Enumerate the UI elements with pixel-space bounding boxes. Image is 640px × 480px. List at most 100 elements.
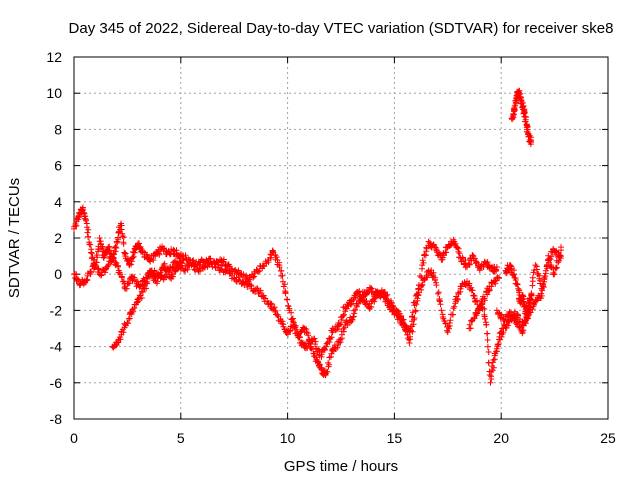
data-point bbox=[312, 338, 319, 345]
data-point bbox=[452, 240, 459, 247]
data-point bbox=[466, 321, 473, 328]
data-point bbox=[129, 254, 136, 261]
data-point bbox=[484, 337, 491, 343]
data-point bbox=[353, 303, 360, 310]
data-point bbox=[296, 333, 303, 340]
y-tick-label: 2 bbox=[54, 230, 62, 246]
data-point bbox=[179, 260, 186, 267]
data-point bbox=[286, 328, 293, 335]
data-point bbox=[115, 339, 122, 346]
data-point bbox=[529, 274, 536, 281]
data-point bbox=[235, 276, 242, 283]
data-point bbox=[118, 226, 125, 233]
data-point bbox=[119, 233, 126, 239]
data-point bbox=[484, 291, 491, 298]
data-point bbox=[88, 249, 95, 256]
data-point bbox=[73, 271, 80, 278]
data-point bbox=[447, 317, 454, 324]
data-point bbox=[456, 250, 463, 257]
y-tick-label: -4 bbox=[50, 339, 63, 355]
data-point bbox=[407, 333, 413, 340]
data-point bbox=[424, 274, 431, 281]
data-point bbox=[85, 233, 92, 240]
data-point bbox=[321, 347, 328, 353]
data-point bbox=[434, 290, 441, 297]
data-point bbox=[556, 257, 562, 264]
data-point bbox=[525, 300, 532, 307]
data-point bbox=[120, 240, 127, 247]
data-point bbox=[454, 295, 461, 302]
data-point bbox=[540, 282, 546, 288]
data-point bbox=[110, 255, 117, 262]
data-point bbox=[271, 307, 278, 314]
data-point bbox=[278, 267, 285, 274]
data-point bbox=[435, 289, 442, 296]
data-point bbox=[421, 277, 428, 284]
data-point bbox=[128, 261, 135, 268]
data-point bbox=[528, 139, 535, 146]
x-tick-label: 10 bbox=[280, 430, 296, 446]
data-point bbox=[87, 268, 94, 275]
data-point bbox=[481, 295, 488, 302]
data-point bbox=[473, 259, 480, 266]
data-point bbox=[110, 254, 117, 261]
data-point bbox=[466, 261, 473, 268]
data-point bbox=[542, 267, 549, 274]
data-point bbox=[123, 285, 130, 292]
data-point bbox=[486, 372, 493, 378]
data-point bbox=[143, 285, 150, 292]
data-point bbox=[323, 343, 329, 350]
data-point bbox=[257, 287, 264, 294]
chart-title: Day 345 of 2022, Sidereal Day-to-day VTE… bbox=[69, 20, 614, 37]
data-point bbox=[239, 278, 246, 285]
data-point bbox=[328, 334, 335, 341]
data-point bbox=[118, 274, 125, 281]
data-point bbox=[522, 116, 529, 123]
data-point bbox=[95, 265, 102, 272]
data-point bbox=[130, 308, 137, 315]
data-point bbox=[184, 266, 191, 273]
data-point bbox=[113, 245, 120, 251]
data-point bbox=[157, 246, 164, 253]
data-point bbox=[160, 262, 167, 269]
x-tick-label: 0 bbox=[70, 430, 78, 446]
data-point bbox=[487, 379, 494, 386]
data-point bbox=[170, 246, 177, 253]
data-point bbox=[273, 254, 280, 261]
data-point bbox=[553, 264, 560, 271]
data-point bbox=[352, 306, 359, 313]
data-point bbox=[493, 264, 500, 270]
data-point bbox=[158, 272, 164, 279]
data-point bbox=[515, 312, 522, 319]
data-point bbox=[542, 273, 549, 279]
data-point bbox=[545, 256, 552, 263]
x-tick-label: 25 bbox=[600, 430, 616, 446]
data-point bbox=[485, 349, 492, 355]
data-point bbox=[532, 262, 539, 269]
data-point bbox=[201, 264, 208, 271]
data-point bbox=[433, 246, 440, 253]
data-point bbox=[555, 259, 562, 266]
data-point bbox=[531, 267, 538, 274]
data-point bbox=[96, 235, 103, 241]
data-point bbox=[106, 247, 113, 254]
data-point bbox=[281, 281, 288, 288]
data-point bbox=[265, 259, 272, 266]
data-point bbox=[149, 271, 156, 278]
data-point bbox=[467, 325, 474, 332]
data-point bbox=[455, 248, 462, 255]
data-point bbox=[176, 259, 183, 266]
data-point bbox=[250, 274, 257, 281]
data-point bbox=[493, 345, 500, 352]
data-point bbox=[124, 320, 131, 327]
data-point bbox=[112, 244, 119, 250]
data-point bbox=[471, 315, 478, 322]
data-point bbox=[406, 328, 413, 335]
y-tick-label: 8 bbox=[54, 121, 62, 137]
data-point bbox=[418, 282, 425, 289]
data-point bbox=[432, 277, 438, 284]
data-point bbox=[276, 264, 283, 271]
data-point bbox=[92, 264, 99, 271]
data-point bbox=[507, 262, 514, 269]
y-tick-label: -8 bbox=[50, 411, 63, 427]
